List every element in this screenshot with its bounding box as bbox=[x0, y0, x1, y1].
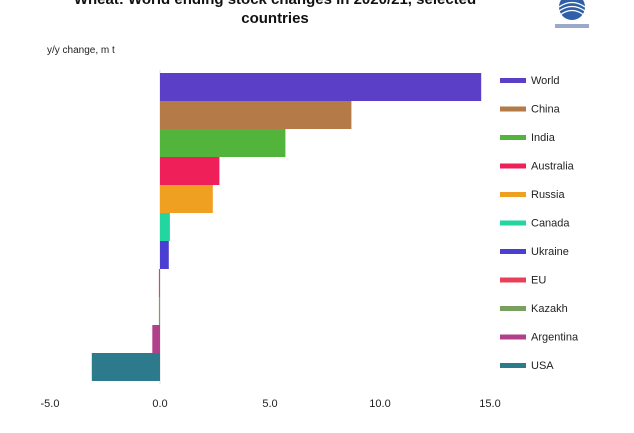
chart-title-line-1: Wheat: World ending stock changes in 202… bbox=[74, 0, 476, 8]
legend-label-world: World bbox=[531, 75, 560, 87]
x-tick-label: 15.0 bbox=[479, 398, 500, 410]
legend-swatch-china bbox=[500, 106, 526, 112]
legend-swatch-russia bbox=[500, 192, 526, 197]
y-axis-label: y/y change, m t bbox=[47, 45, 115, 56]
legend-label-usa: USA bbox=[531, 360, 554, 372]
legend-label-kazakh: Kazakh bbox=[531, 303, 568, 315]
legend-swatch-world bbox=[500, 78, 526, 83]
legend-label-eu: EU bbox=[531, 275, 546, 287]
bar-kazakh bbox=[158, 297, 160, 325]
legend-label-argentina: Argentina bbox=[531, 332, 579, 344]
legend-swatch-usa bbox=[500, 363, 526, 368]
legend-swatch-india bbox=[500, 135, 526, 140]
bar-eu bbox=[158, 269, 160, 297]
legend-swatch-argentina bbox=[500, 334, 526, 340]
legend-label-china: China bbox=[531, 104, 561, 116]
bar-russia bbox=[160, 185, 213, 213]
bar-world bbox=[160, 73, 482, 101]
legend-label-india: India bbox=[531, 132, 556, 144]
bar-china bbox=[160, 101, 352, 129]
legend-swatch-ukraine bbox=[500, 249, 526, 254]
x-tick-label: 5.0 bbox=[262, 398, 277, 410]
bar-ukraine bbox=[160, 241, 169, 269]
legend-label-ukraine: Ukraine bbox=[531, 246, 569, 258]
legend-swatch-eu bbox=[500, 277, 526, 283]
globe-logo-icon bbox=[555, 0, 589, 28]
bar-usa bbox=[91, 353, 160, 381]
bar-australia bbox=[160, 157, 220, 185]
legend-swatch-australia bbox=[500, 163, 526, 169]
chart-title-line-2: countries bbox=[241, 10, 309, 27]
x-tick-label: 0.0 bbox=[152, 398, 167, 410]
legend-label-australia: Australia bbox=[531, 161, 575, 173]
bar-canada bbox=[160, 213, 170, 241]
legend-label-canada: Canada bbox=[531, 218, 570, 230]
bar-india bbox=[160, 129, 286, 157]
legend-swatch-kazakh bbox=[500, 306, 526, 311]
x-tick-label: 10.0 bbox=[369, 398, 390, 410]
bar-argentina bbox=[152, 325, 160, 353]
legend-swatch-canada bbox=[500, 220, 526, 226]
legend-label-russia: Russia bbox=[531, 189, 566, 201]
x-tick-label: -5.0 bbox=[41, 398, 60, 410]
